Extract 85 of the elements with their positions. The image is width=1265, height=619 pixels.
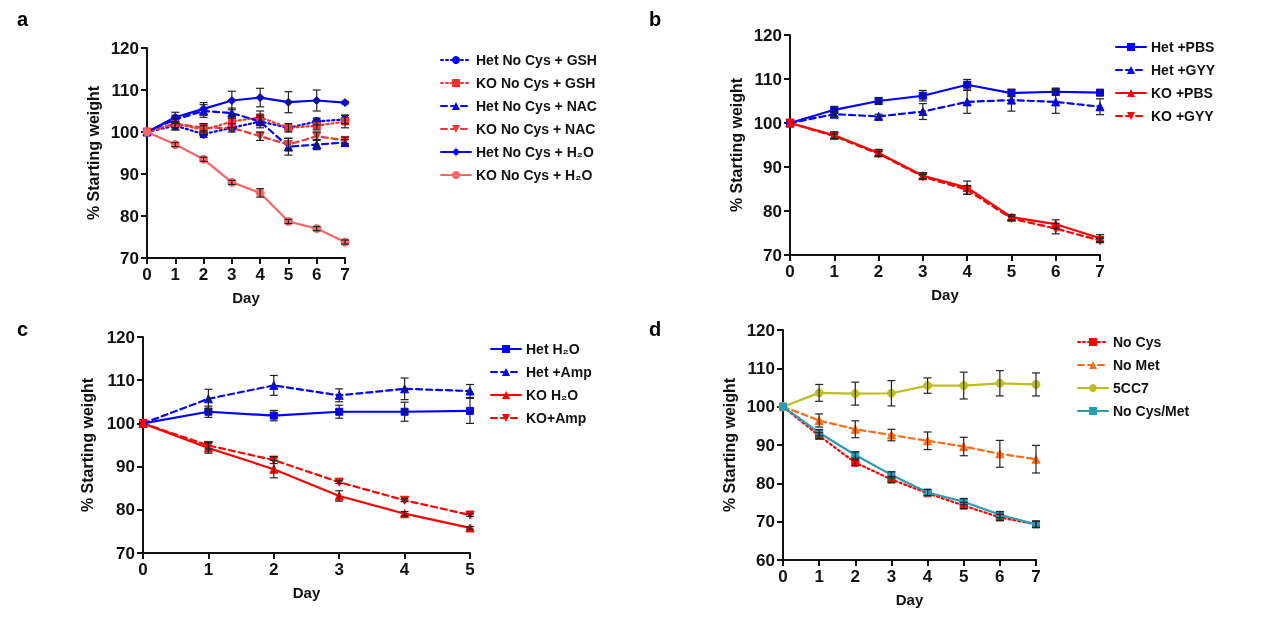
legend-label: No Cys/Met [1113,403,1190,419]
x-tick-label: 1 [170,265,181,284]
legend-label: No Cys [1113,334,1162,350]
x-axis-title: Day [232,289,261,306]
y-tick-label: 60 [756,550,775,570]
x-tick-label: 2 [873,262,884,281]
y-tick-label: 90 [120,164,139,184]
y-tick-label: 90 [756,435,775,455]
y-tick-label: 110 [107,370,135,390]
x-tick-label: 4 [399,560,410,579]
y-tick-label: 100 [110,122,139,142]
y-axis-title: % Starting weight [79,377,97,513]
legend-label: No Met [1113,357,1160,373]
x-tick-label: 0 [138,560,148,579]
x-tick-label: 1 [203,560,214,579]
legend-label: KO H₂O [526,387,579,403]
x-tick-label: 7 [1095,262,1105,281]
x-tick-label: 7 [1031,567,1041,586]
legend-label: Het No Cys + NAC [476,98,597,114]
x-tick-label: 2 [198,265,209,284]
y-tick-label: 80 [763,201,782,221]
y-tick-label: 100 [106,413,135,433]
x-tick-label: 4 [255,265,266,284]
legend-label: Het No Cys + GSH [476,52,597,68]
x-tick-label: 3 [334,560,344,579]
y-tick-label: 70 [120,248,139,268]
y-tick-label: 80 [756,473,775,493]
x-tick-label: 0 [142,265,152,284]
x-tick-label: 5 [283,265,294,284]
legend-label: KO No Cys + NAC [476,121,596,137]
y-tick-label: 80 [116,500,135,520]
y-tick-label: 120 [110,38,139,58]
x-tick-label: 6 [311,265,322,284]
y-tick-label: 70 [756,512,775,532]
x-tick-label: 1 [829,262,840,281]
chart-title: d [649,318,662,340]
y-tick-label: 90 [763,157,782,177]
y-tick-label: 70 [116,543,135,563]
x-axis-title: Day [895,591,924,608]
legend-label: KO +GYY [1151,108,1215,124]
chart-title: b [649,8,662,30]
y-tick-label: 100 [753,113,782,133]
x-tick-label: 5 [958,567,969,586]
legend-label: Het +Amp [526,364,592,380]
legend-label: KO+Amp [526,410,587,426]
x-tick-label: 0 [785,262,795,281]
x-tick-label: 5 [465,560,475,579]
legend-label: Het No Cys + H₂O [476,144,594,160]
x-tick-label: 6 [995,567,1005,586]
y-tick-label: 120 [106,327,135,347]
legend-label: Het +GYY [1151,62,1216,78]
x-tick-label: 4 [962,262,973,281]
chart-title: c [17,318,29,340]
chart-title: a [17,8,29,30]
legend-label: KO No Cys + GSH [476,75,596,91]
x-tick-label: 2 [850,567,861,586]
y-tick-label: 120 [746,320,775,340]
y-tick-label: 80 [120,206,139,226]
y-tick-label: 90 [116,457,135,477]
x-tick-label: 2 [269,560,279,579]
x-tick-label: 0 [778,567,788,586]
x-tick-label: 3 [227,265,237,284]
y-tick-label: 70 [763,245,782,265]
x-tick-label: 4 [922,567,933,586]
y-tick-label: 120 [753,25,782,45]
y-axis-title: % Starting weight [727,77,745,213]
y-tick-label: 110 [754,69,782,89]
x-axis-title: Day [931,286,960,303]
x-axis-title: Day [292,584,321,601]
legend-label: Het H₂O [526,341,580,357]
legend-label: 5CC7 [1113,380,1150,396]
y-tick-label: 110 [747,358,775,378]
y-axis-title: % Starting weight [720,377,738,513]
y-axis-title: % Starting weight [84,85,102,221]
x-tick-label: 3 [918,262,928,281]
x-tick-label: 1 [814,567,824,586]
y-tick-label: 100 [746,397,775,417]
legend-label: KO +PBS [1151,85,1213,101]
x-tick-label: 7 [340,265,350,284]
x-tick-label: 6 [1050,262,1061,281]
x-tick-label: 3 [886,567,897,586]
x-tick-label: 5 [1006,262,1017,281]
y-tick-label: 110 [111,80,139,100]
legend-label: Het +PBS [1151,39,1215,55]
legend-label: KO No Cys + H₂O [476,167,593,183]
